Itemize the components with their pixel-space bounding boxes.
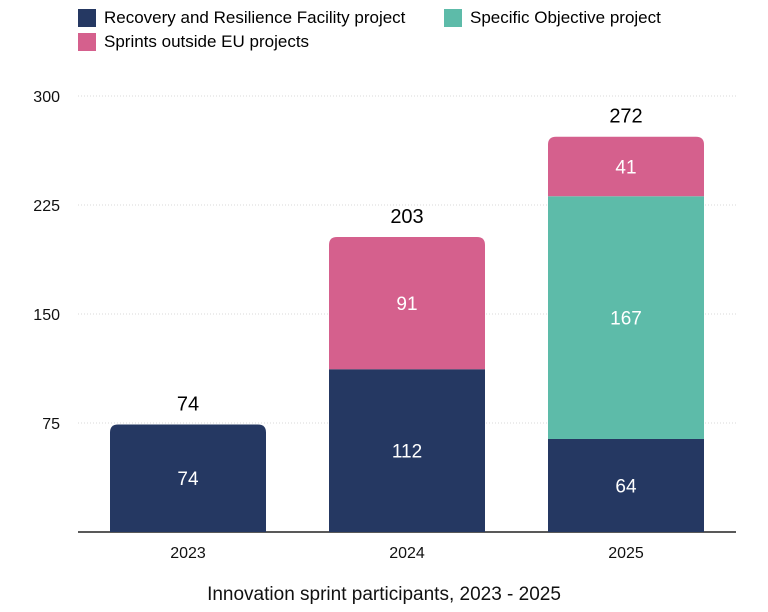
data-label-2025-2: 41 xyxy=(615,157,636,178)
total-label-2025: 272 xyxy=(609,106,642,128)
x-tick-label-2023: 2023 xyxy=(170,545,206,562)
y-tick-label-300: 300 xyxy=(33,89,60,106)
legend-label-specific-objective: Specific Objective project xyxy=(470,8,661,27)
x-tick-label-2025: 2025 xyxy=(608,545,644,562)
bar-2024-recovery-and-resilience-facility-project xyxy=(329,369,485,532)
legend-item-rrf: Recovery and Resilience Facility project xyxy=(78,8,405,28)
bar-2023-recovery-and-resilience-facility-project xyxy=(110,424,266,532)
y-tick-label-75: 75 xyxy=(42,416,60,433)
data-label-2024-2: 91 xyxy=(396,294,417,315)
total-label-2024: 203 xyxy=(390,206,423,228)
legend-item-specific-objective: Specific Objective project xyxy=(444,8,661,28)
bar-2024-sprints-outside-eu-projects xyxy=(329,236,485,370)
legend-label-outside-eu: Sprints outside EU projects xyxy=(104,32,310,51)
data-label-2025-1: 167 xyxy=(610,309,642,330)
data-label-2024-0: 112 xyxy=(392,442,422,463)
bar-2025-sprints-outside-eu-projects xyxy=(548,136,704,197)
total-label-2023: 74 xyxy=(177,393,199,415)
x-tick-label-2024: 2024 xyxy=(389,545,425,562)
bar-2025-specific-objective-project xyxy=(548,196,704,439)
legend-swatch-rrf xyxy=(78,9,96,27)
y-tick-label-150: 150 xyxy=(33,307,60,324)
chart-caption: Innovation sprint participants, 2023 - 2… xyxy=(207,584,561,605)
legend-swatch-specific-objective xyxy=(444,9,462,27)
bar-2025-recovery-and-resilience-facility-project xyxy=(548,438,704,532)
y-tick-label-225: 225 xyxy=(33,198,60,215)
legend-label-rrf: Recovery and Resilience Facility project xyxy=(104,8,406,27)
data-label-2025-0: 64 xyxy=(615,476,637,497)
data-label-2023-0: 74 xyxy=(177,469,199,490)
legend-swatch-outside-eu xyxy=(78,33,96,51)
legend-item-outside-eu: Sprints outside EU projects xyxy=(78,32,309,52)
